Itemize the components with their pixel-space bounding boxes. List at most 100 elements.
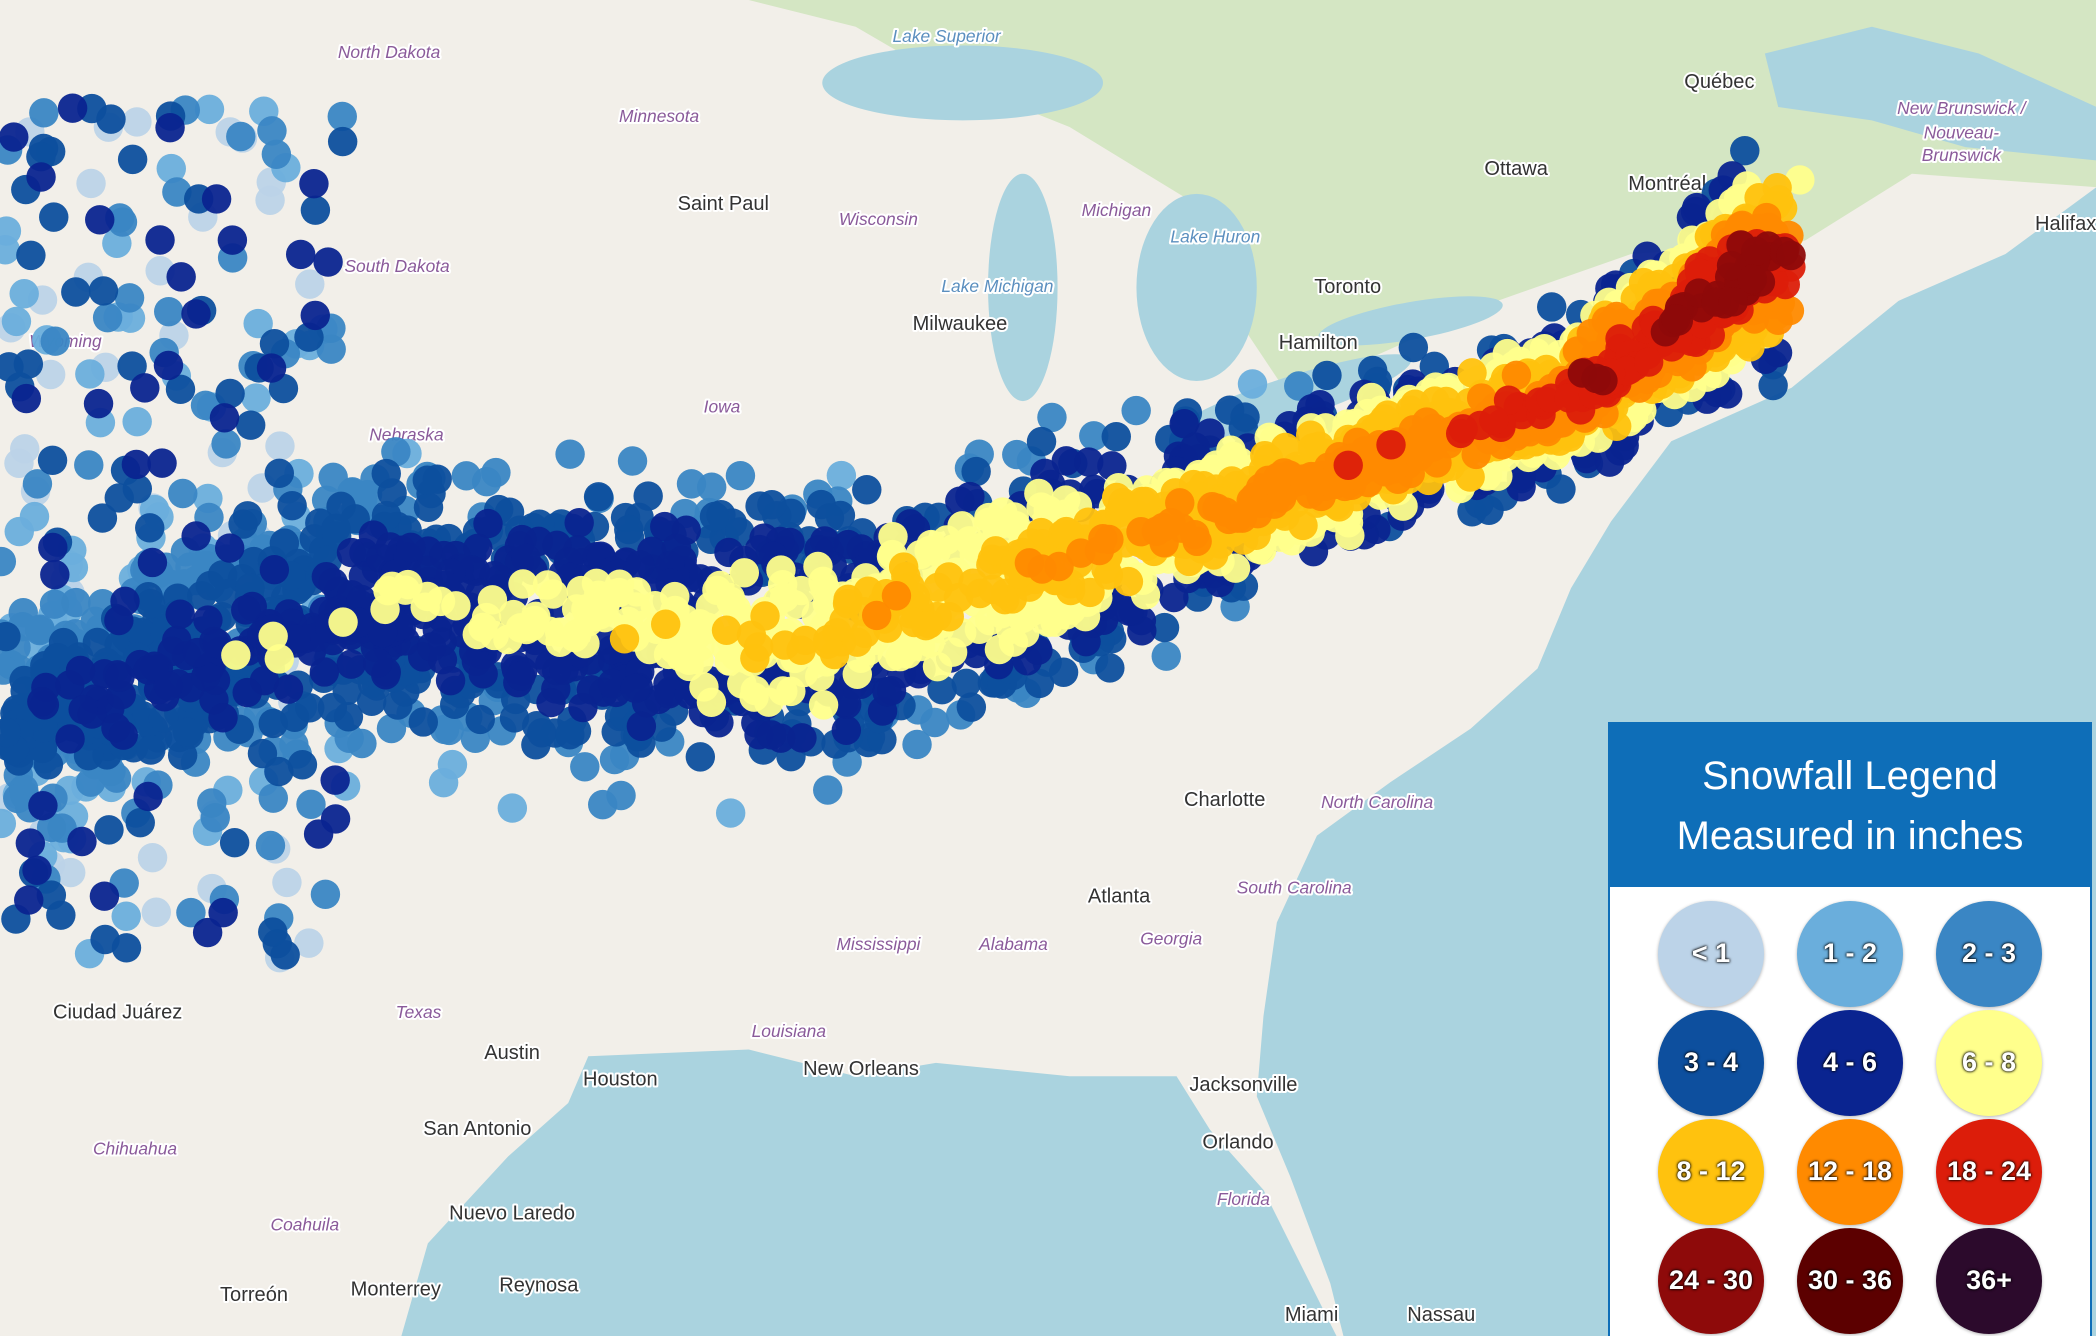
city-label: Charlotte (1184, 789, 1265, 811)
snow-report (1289, 464, 1319, 494)
snow-report (1101, 421, 1131, 452)
snow-report (16, 240, 46, 271)
snow-report (294, 928, 324, 958)
snow-report (1051, 485, 1081, 515)
snow-report (813, 775, 843, 805)
snow-report (104, 605, 134, 636)
region-label: Texas (396, 1002, 442, 1022)
snow-report (711, 615, 742, 645)
region-label: Nouveau- (1924, 122, 2000, 142)
snow-report (0, 717, 21, 748)
snow-report (28, 790, 58, 821)
lake (988, 173, 1058, 402)
snow-report (1166, 513, 1197, 543)
snow-report (56, 857, 86, 888)
snow-report (121, 449, 152, 480)
snow-report (767, 569, 798, 600)
region-label: Mississippi (836, 934, 921, 954)
legend-subtitle: Measured in inches (1676, 814, 2024, 858)
city-label: Orlando (1202, 1131, 1273, 1153)
snow-report (435, 665, 466, 696)
region-label: Michigan (1082, 200, 1152, 220)
snow-report (68, 694, 98, 725)
snow-report (259, 329, 290, 359)
lake (1136, 193, 1257, 382)
snow-report (633, 481, 663, 511)
snow-report (1266, 483, 1297, 513)
region-label: Iowa (704, 396, 741, 416)
snow-report (831, 715, 862, 745)
snow-report (243, 308, 273, 339)
snow-report (208, 703, 238, 733)
snow-report (165, 374, 196, 405)
snow-report (1074, 447, 1104, 477)
snow-report (1079, 421, 1109, 451)
city-label: Austin (484, 1042, 540, 1064)
snow-report (217, 225, 248, 255)
snow-report (756, 720, 787, 750)
region-label: Florida (1217, 1189, 1270, 1209)
region-label: New Brunswick / (1897, 98, 2028, 118)
snow-report (328, 607, 358, 637)
snow-report (1113, 566, 1144, 597)
snow-report (257, 116, 287, 146)
snow-report (947, 511, 977, 541)
snow-report (137, 842, 168, 873)
snow-report (1, 306, 32, 337)
legend-header: Snowfall Legend Measured in inches (1610, 724, 2090, 887)
snow-report (1737, 264, 1768, 295)
snow-report (538, 579, 568, 609)
snow-report (0, 808, 17, 839)
snow-report (135, 588, 166, 619)
snow-report (219, 828, 250, 858)
snow-report (757, 490, 787, 520)
snow-report (270, 940, 300, 970)
legend-item: 30 - 36 (1797, 1227, 1903, 1334)
snow-report (872, 677, 902, 707)
legend-item: 24 - 30 (1658, 1227, 1764, 1334)
snow-report (934, 602, 964, 632)
snow-report (300, 300, 330, 331)
snow-report (327, 126, 358, 157)
snow-report (117, 144, 148, 175)
snow-report (300, 195, 331, 225)
snow-report (139, 651, 169, 681)
snow-report (122, 406, 152, 437)
legend-item: 8 - 12 (1658, 1118, 1764, 1225)
snow-report (83, 388, 114, 419)
snow-report (197, 788, 227, 818)
snow-report (852, 475, 882, 505)
snow-report (370, 594, 400, 625)
snow-report (1014, 548, 1045, 578)
snow-report (842, 627, 872, 657)
snow-report (1461, 439, 1491, 470)
snow-report (4, 448, 34, 478)
region-label: Louisiana (752, 1021, 827, 1041)
region-label: North Dakota (338, 42, 441, 62)
legend-item: 6 - 8 (1936, 1009, 2042, 1116)
snow-report (221, 640, 251, 670)
snow-report (318, 462, 348, 493)
snow-report (1537, 292, 1567, 322)
snow-report (508, 569, 538, 599)
legend-title: Snowfall Legend (1702, 754, 1998, 798)
snow-report (914, 536, 944, 566)
snow-report (606, 780, 636, 811)
snow-report (650, 511, 680, 542)
snow-report (272, 867, 302, 898)
snow-report (0, 122, 29, 152)
city-label: Halifax (2035, 213, 2096, 235)
city-label: Milwaukee (913, 313, 1008, 335)
snow-report (201, 184, 232, 214)
snow-report (1403, 426, 1434, 456)
legend-item: 4 - 6 (1797, 1009, 1903, 1116)
snow-report (27, 686, 57, 717)
city-label: Torreón (220, 1284, 288, 1306)
snow-report (181, 521, 211, 551)
snow-report (978, 574, 1008, 605)
snow-report (810, 572, 840, 603)
snow-report (945, 486, 975, 516)
snow-report (696, 687, 727, 718)
snow-report (1141, 516, 1172, 547)
snow-report (235, 410, 266, 440)
